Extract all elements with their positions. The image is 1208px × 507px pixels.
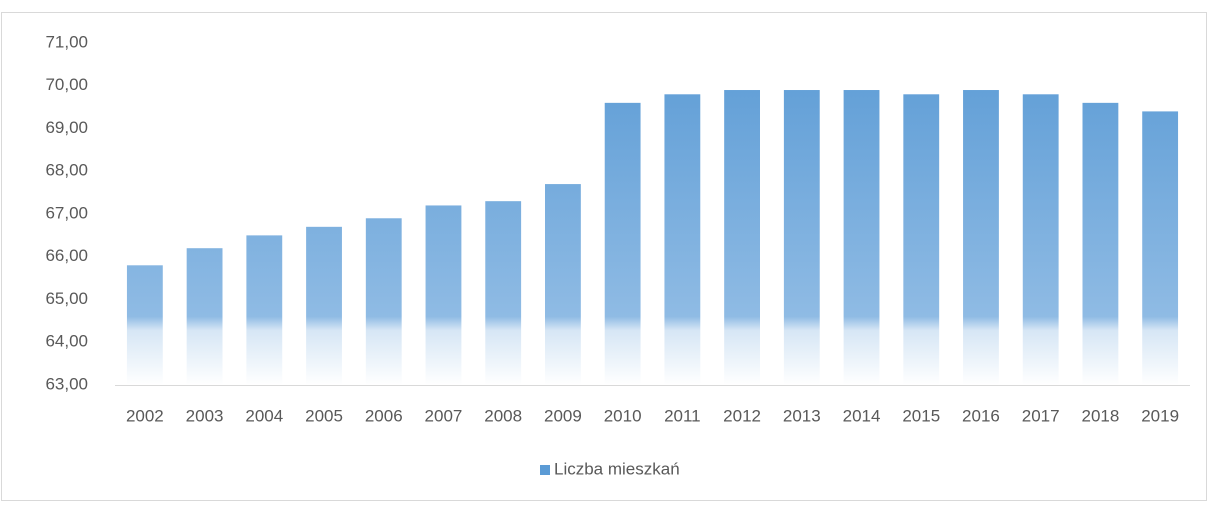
x-tick-label: 2017: [1022, 406, 1060, 425]
bar: [485, 201, 522, 385]
legend-label: Liczba mieszkań: [554, 459, 680, 478]
bar: [783, 90, 820, 386]
bar: [604, 102, 641, 385]
bar: [664, 94, 701, 386]
bar: [186, 248, 223, 385]
y-tick-label: 64,00: [45, 332, 88, 351]
x-tick-label: 2014: [843, 406, 881, 425]
y-tick-label: 63,00: [45, 374, 88, 393]
x-tick-label: 2004: [245, 406, 283, 425]
x-tick-label: 2005: [305, 406, 343, 425]
bar: [1022, 94, 1059, 386]
x-tick-label: 2018: [1082, 406, 1120, 425]
bar: [1082, 102, 1119, 385]
bar: [1142, 111, 1179, 386]
y-tick-label: 65,00: [45, 289, 88, 308]
x-tick-label: 2012: [723, 406, 761, 425]
y-tick-label: 71,00: [45, 32, 88, 51]
bar: [126, 265, 163, 385]
x-tick-label: 2016: [962, 406, 1000, 425]
bar: [246, 235, 283, 385]
bar: [306, 226, 342, 385]
bar: [903, 94, 940, 386]
y-tick-label: 70,00: [45, 75, 88, 94]
y-tick-label: 69,00: [45, 118, 88, 137]
x-tick-label: 2013: [783, 406, 821, 425]
x-tick-label: 2010: [604, 406, 642, 425]
x-tick-label: 2008: [484, 406, 522, 425]
bar: [425, 205, 462, 385]
y-tick-label: 68,00: [45, 161, 88, 180]
bar: [365, 218, 402, 385]
x-tick-label: 2015: [902, 406, 940, 425]
x-tick-label: 2011: [664, 406, 701, 425]
x-tick-label: 2006: [365, 406, 403, 425]
x-tick-label: 2007: [425, 406, 463, 425]
bar: [963, 90, 999, 386]
bar: [724, 90, 760, 386]
y-tick-label: 66,00: [45, 246, 88, 265]
x-tick-label: 2019: [1141, 406, 1179, 425]
bar: [843, 90, 880, 386]
x-tick-label: 2003: [186, 406, 224, 425]
x-tick-label: 2009: [544, 406, 582, 425]
legend-swatch: [540, 465, 550, 475]
bar: [545, 184, 581, 385]
y-tick-label: 67,00: [45, 203, 88, 222]
x-tick-label: 2002: [126, 406, 164, 425]
